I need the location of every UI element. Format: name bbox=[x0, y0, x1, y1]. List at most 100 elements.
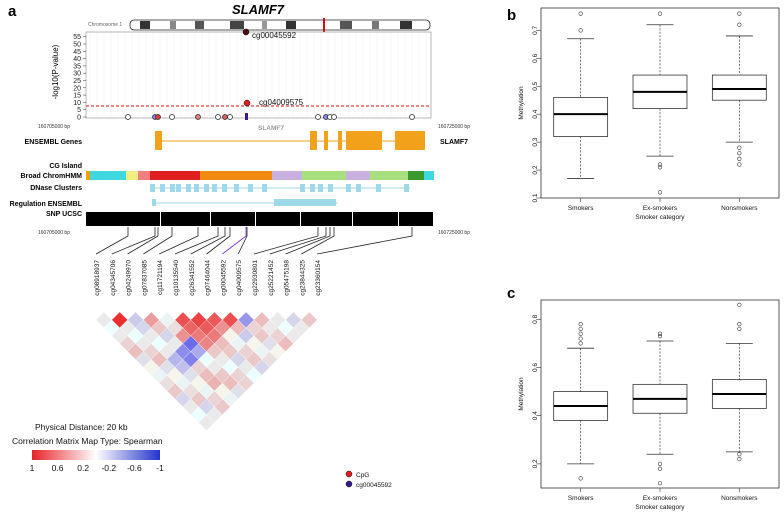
boxplot-b: 0.1 0.2 0.3 0.4 0.5 0.6 0.7 Smokers Ex-smokers No… bbox=[518, 7, 780, 221]
dnase-block bbox=[248, 184, 253, 192]
cpg-id-label: cg25221452 bbox=[268, 260, 275, 296]
connector bbox=[222, 227, 247, 255]
track-dnase: DNase Clusters bbox=[30, 185, 82, 192]
manhattan-frame bbox=[85, 31, 432, 119]
outlier-point bbox=[657, 466, 663, 471]
regulation-track bbox=[152, 199, 338, 206]
colorbar bbox=[32, 450, 160, 460]
gene-title: SLAMF7 bbox=[232, 2, 285, 17]
coord-left-top: 160705000 bp bbox=[38, 124, 70, 130]
legend-top-cpg-label: cg00045592 bbox=[356, 482, 392, 489]
y-tick-label: 30 bbox=[73, 71, 81, 78]
y-tick-label: 5 bbox=[77, 107, 81, 114]
cpg-id-label: cg10135540 bbox=[173, 260, 180, 296]
outlier-point bbox=[578, 28, 583, 33]
cpg-id-label: cg08918937 bbox=[94, 260, 101, 296]
dnase-block bbox=[234, 184, 239, 192]
snp-track bbox=[86, 212, 433, 226]
outlier-point bbox=[737, 456, 742, 462]
connector bbox=[127, 227, 159, 255]
coord-right-bottom: 160725000 bp bbox=[438, 230, 470, 236]
cpg-baseline-points bbox=[125, 113, 415, 120]
y-tick-label: 0.6 bbox=[532, 53, 539, 62]
connector bbox=[95, 227, 129, 255]
y-tick-label: 0.2 bbox=[532, 459, 539, 468]
cpg-id-label: cg23844325 bbox=[299, 260, 306, 296]
top-cpg-label: cg00045592 bbox=[252, 31, 297, 40]
dnase-block bbox=[186, 184, 191, 192]
connector bbox=[174, 227, 219, 255]
chromosome-label: Chromosome 1 bbox=[88, 22, 122, 28]
y-tick-label: 0.1 bbox=[532, 193, 539, 202]
connector bbox=[317, 227, 413, 255]
manhattan-grid bbox=[89, 33, 427, 117]
connector bbox=[253, 227, 319, 255]
dnase-block bbox=[376, 184, 381, 192]
colorbar-tick-label: 0.2 bbox=[77, 463, 89, 473]
y-tick-label: 55 bbox=[73, 34, 81, 41]
dnase-block bbox=[346, 184, 351, 192]
dnase-block bbox=[150, 184, 155, 192]
second-cpg-label: cg04009575 bbox=[259, 98, 304, 107]
outlier-point bbox=[737, 322, 742, 327]
colorbar-tick-label: -0.2 bbox=[101, 463, 116, 473]
colorbar-tick-label: 1 bbox=[30, 463, 35, 473]
top-cpg-point bbox=[242, 28, 250, 36]
outlier-point bbox=[737, 145, 742, 150]
y-axis-label: -log10(P-value) bbox=[51, 44, 60, 99]
box-iqr bbox=[711, 74, 767, 101]
second-cpg-point bbox=[243, 99, 251, 107]
panel-c-letter: c bbox=[507, 285, 515, 302]
outlier-point bbox=[578, 331, 583, 336]
x-tick-label: Ex-smokers bbox=[643, 205, 678, 212]
outlier-point bbox=[737, 151, 742, 156]
dnase-block bbox=[176, 184, 181, 192]
panel-a-letter: a bbox=[8, 3, 17, 20]
matrix-type: Correlation Matrix Map Type: Spearman bbox=[12, 436, 163, 446]
colorbar-tick-label: 0.6 bbox=[52, 463, 64, 473]
outlier-point bbox=[737, 326, 742, 332]
colorbar-ticks: 1 0.6 0.2 -0.2 -0.6 -1 bbox=[30, 463, 164, 473]
track-snp: SNP UCSC bbox=[46, 211, 82, 218]
x-tick-label: Nonsmokers bbox=[721, 205, 758, 212]
x-tick-label: Nonsmokers bbox=[721, 495, 758, 502]
y-tick-label: 0.2 bbox=[532, 165, 539, 174]
outlier-point bbox=[737, 162, 742, 167]
connector bbox=[285, 227, 331, 255]
cpg-id-label: cg23360154 bbox=[315, 260, 322, 296]
outlier-point bbox=[657, 165, 663, 170]
outlier-point bbox=[657, 331, 663, 336]
connector bbox=[143, 227, 173, 255]
y-tick-label: 40 bbox=[73, 56, 81, 63]
outlier-point bbox=[657, 162, 663, 167]
chromosome-ideogram bbox=[129, 18, 431, 32]
track-regulation: Regulation ENSEMBL bbox=[10, 201, 83, 208]
panel-b-letter: b bbox=[507, 7, 516, 24]
dnase-block bbox=[194, 184, 199, 192]
connector bbox=[206, 227, 231, 255]
outlier-point bbox=[578, 341, 583, 346]
x-tick-label: Smokers bbox=[568, 495, 594, 502]
coord-left-bottom: 160705000 bp bbox=[38, 230, 70, 236]
cpg-id-label: cg07837085 bbox=[141, 260, 148, 296]
cpg-id-label: cg00045592 bbox=[220, 260, 227, 296]
cpg-id-label: cg04345706 bbox=[110, 260, 117, 296]
outlier-point bbox=[657, 11, 663, 16]
dnase-block bbox=[318, 184, 323, 192]
x-axis-label: Smoker category bbox=[635, 214, 685, 221]
y-tick-label: 20 bbox=[73, 85, 81, 92]
dnase-block bbox=[328, 184, 333, 192]
dnase-block bbox=[310, 184, 315, 192]
cpg-id-label: cg05475198 bbox=[284, 260, 291, 296]
outlier-point bbox=[737, 11, 742, 16]
outlier-point bbox=[578, 322, 583, 327]
y-tick-label: 50 bbox=[73, 42, 81, 49]
y-tick-label: 0.5 bbox=[532, 81, 539, 90]
outlier-point bbox=[578, 476, 583, 481]
y-tick-label: 0.4 bbox=[532, 109, 539, 118]
cpg-id-label: cg11721194 bbox=[157, 260, 164, 295]
dnase-block bbox=[300, 184, 305, 192]
gene-right-label: SLAMF7 bbox=[440, 139, 468, 146]
